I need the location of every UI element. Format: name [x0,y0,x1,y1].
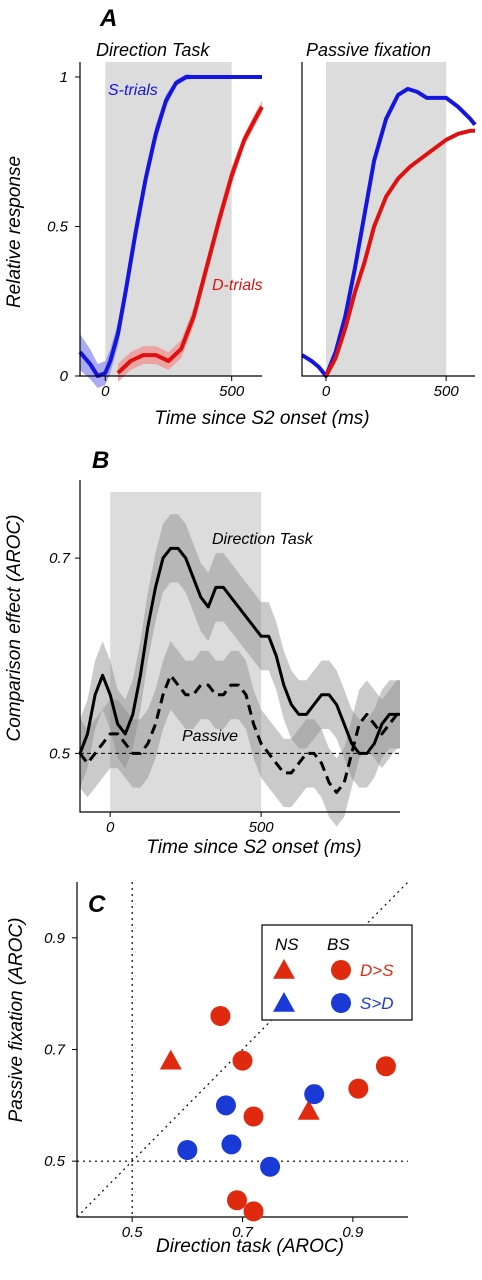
scatter-point-9 [215,1095,236,1116]
c-xtick-label-2: 0.9 [342,1224,364,1241]
panel-a-left-title: Direction Task [96,40,210,60]
panel-b: B 0 500 0.5 0.7 Direction Task Passive Comp… [4,447,400,858]
legend-triangle-s-gt-d [273,992,295,1012]
scatter-triangle-8 [297,1099,320,1120]
panel-c: C 0.5 0.7 0.9 0.5 0.7 0.9 NS BS D>S S>D Passi… [6,881,413,1257]
a1-ytick-label-0: 0 [60,368,69,385]
scatter-point-2 [243,1106,264,1127]
scatter-point-12 [221,1134,242,1155]
c-ytick-label-0: 0.5 [44,1153,66,1170]
d-trials-label: D-trials [212,277,263,294]
c-points-group [159,1006,396,1222]
b-xtick-label-0: 0 [106,819,115,836]
legend-header-ns: NS [275,935,299,954]
scatter-point-4 [375,1056,396,1077]
a2-line-1 [324,128,475,377]
panel-letter-b: B [92,447,109,474]
a-ylabel: Relative response [4,156,25,308]
legend-label-d-gt-s: D>S [360,961,394,980]
b-line-direction-task [78,546,400,755]
b-series-group [78,514,400,827]
scatter-point-13 [260,1156,281,1177]
legend-header-bs: BS [327,935,350,954]
a1-stimulus-shading [105,62,232,376]
a2-xtick-label-1: 500 [434,383,460,400]
a1-tick-group: 0 500 0 0.5 1 [47,69,245,400]
b-tick-group: 0 500 0.5 0.7 [49,550,274,836]
b-axes [79,480,400,813]
a2-xtick-label-0: 0 [322,383,331,400]
a2-tick-group: 0 500 [322,376,459,400]
panel-letter-c: C [88,891,106,918]
scatter-point-3 [348,1078,369,1099]
b-xlabel: Time since S2 onset (ms) [146,837,361,858]
c-xtick-label-0: 0.5 [122,1224,144,1241]
b-ylabel: Comparison effect (AROC) [4,514,25,741]
b-stimulus-shading [110,492,262,812]
c-tick-group: 0.5 0.7 0.9 0.5 0.7 0.9 [44,930,364,1241]
a1-xtick-label-1: 500 [219,383,245,400]
a-xlabel: Time since S2 onset (ms) [154,408,369,429]
a1-line-0 [78,75,262,378]
s-trials-label: S-trials [108,82,158,99]
legend-triangle-d-gt-s [273,959,295,979]
c-ytick-label-1: 0.7 [44,1042,66,1059]
legend-circle-s-gt-d [331,993,351,1013]
legend-label-s-gt-d: S>D [360,994,394,1013]
b-ytick-label-1: 0.7 [49,550,71,567]
c-xlabel: Direction task (AROC) [156,1236,344,1257]
panel-letter-a: A [99,5,117,32]
scatter-point-5 [226,1190,247,1211]
passive-label: Passive [182,728,238,745]
panel-a-right-title: Passive fixation [306,40,431,60]
scatter-point-6 [243,1201,264,1222]
c-axes [76,882,408,1218]
direction-task-label: Direction Task [212,531,314,548]
b-band-direction-task [80,514,400,788]
a2-axes [301,62,475,377]
c-diagonal-reference [76,881,409,1218]
scatter-point-1 [232,1050,253,1071]
b-ytick-label-0: 0.5 [49,745,71,762]
a1-xtick-label-0: 0 [101,383,110,400]
a1-ytick-label-2: 1 [60,69,68,86]
legend-circle-d-gt-s [331,960,351,980]
scatter-point-0 [210,1006,231,1026]
a1-series-group [78,74,264,388]
c-legend: NS BS D>S S>D [261,924,413,1021]
c-reference-lines [76,881,409,1218]
scatter-triangle-7 [159,1049,182,1070]
c-xtick-label-1: 0.7 [232,1224,254,1241]
b-xtick-label-1: 500 [249,819,275,836]
b-line-passive [78,673,400,794]
panel-a: A Direction Task Passive fixation 0 50000… [4,5,477,429]
b-band-passive [80,641,400,827]
a1-line-1 [116,105,264,375]
c-ytick-label-2: 0.9 [44,930,66,947]
scatter-point-11 [177,1140,198,1160]
c-ylabel: Passive fixation (AROC) [6,918,27,1123]
a1-ytick-label-1: 0.5 [47,218,69,235]
scatter-point-10 [304,1084,325,1105]
